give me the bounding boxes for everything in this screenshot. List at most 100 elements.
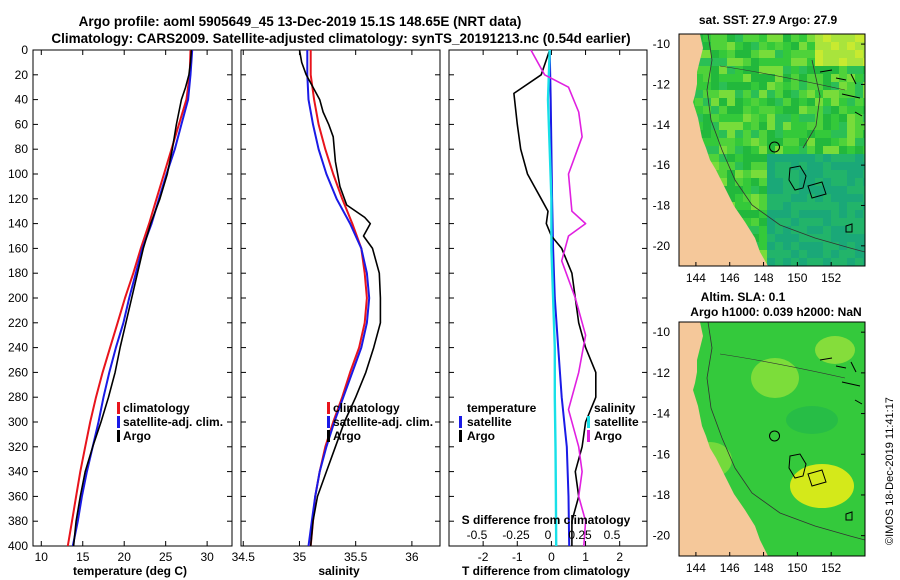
sst-map-cell [783, 178, 791, 186]
sst-map-cell [751, 42, 759, 50]
sst-map-cell [775, 202, 783, 210]
salinity-ticks: 34.5 35 35.5 36 [232, 49, 440, 564]
sst-map-cell [831, 66, 839, 74]
salinity-panel: 34.5 35 35.5 36 climatology satellite-adj. … [232, 49, 441, 578]
sst-map-cell [783, 250, 791, 258]
sla-map-title-line2: Argo h1000: 0.039 h2000: NaN [690, 305, 861, 319]
series-line-argo [72, 50, 193, 546]
sst-map-cell [791, 154, 799, 162]
sst-map-cell [799, 130, 807, 138]
sst-map-cell [863, 178, 865, 186]
sst-map-cell [807, 186, 815, 194]
sst-map-cell [703, 66, 711, 74]
sst-map-cell [775, 218, 783, 226]
sst-map-cell [791, 218, 799, 226]
sst-map-cell [703, 114, 711, 122]
sst-map-cell [863, 90, 865, 98]
sst-map-cell [759, 106, 767, 114]
sst-map-cell [815, 50, 823, 58]
sla-reef-outline [807, 469, 827, 487]
series-line-satellite-adj-clim- [71, 50, 194, 546]
sst-map-cell [759, 50, 767, 58]
depth-tick-label: 260 [8, 365, 28, 379]
depth-tick-label: 400 [8, 539, 28, 553]
sst-map-cell [791, 90, 799, 98]
map-y-tick-label: -16 [653, 158, 671, 172]
sst-map-cell [823, 210, 831, 218]
sst-map-cell [807, 90, 815, 98]
sst-map-cell [695, 98, 703, 106]
sst-map-cell [799, 242, 807, 250]
sst-map-cell [775, 74, 783, 82]
sst-map-cell [783, 58, 791, 66]
sst-map-cell [839, 186, 847, 194]
sst-map-cell [783, 146, 791, 154]
sst-map-cell [799, 154, 807, 162]
sst-map-cell [815, 178, 823, 186]
sst-map-cell [743, 162, 751, 170]
sst-map-cell [831, 74, 839, 82]
sst-map-cell [767, 170, 775, 178]
difference-ticks: -2 -1 0 1 2 [449, 49, 647, 564]
sst-map-cell [855, 130, 863, 138]
sst-map-cell [735, 58, 743, 66]
depth-tick-label: 160 [8, 241, 28, 255]
sst-map-cell [791, 34, 799, 42]
sst-map-cell [855, 154, 863, 162]
sst-map-cell [807, 234, 815, 242]
sst-map-cell [767, 58, 775, 66]
sst-map-cell [703, 98, 711, 106]
sst-map-cell [727, 66, 735, 74]
s-difference-tick-label: 0 [545, 528, 552, 542]
sst-map-cell [719, 138, 727, 146]
sst-map-cell [719, 162, 727, 170]
sst-map-cell [735, 66, 743, 74]
sst-map-cell [751, 154, 759, 162]
sst-map-cell [823, 242, 831, 250]
sst-map-cell [831, 130, 839, 138]
sst-map-cell [863, 138, 865, 146]
sst-map-cell [823, 146, 831, 154]
sst-map-cell [743, 34, 751, 42]
sst-map-cell [735, 146, 743, 154]
sst-map-cell [759, 146, 767, 154]
sst-map-cell [775, 250, 783, 258]
sst-map-cell [855, 210, 863, 218]
sst-map-cell [775, 122, 783, 130]
sst-map-cell [831, 114, 839, 122]
sst-map-cell [791, 234, 799, 242]
sst-map-cell [791, 242, 799, 250]
sst-map-cell [863, 58, 865, 66]
sst-map-cell [727, 122, 735, 130]
sst-map-cell [847, 146, 855, 154]
sst-map-cell [751, 178, 759, 186]
sst-map-cell [839, 210, 847, 218]
sst-map-cell [839, 146, 847, 154]
sst-map-cell [863, 130, 865, 138]
sst-map-cell [815, 58, 823, 66]
sst-map-cell [751, 202, 759, 210]
sst-map-cell [823, 194, 831, 202]
sst-map-cell [855, 170, 863, 178]
sst-map-cell [799, 162, 807, 170]
sst-map-cell [783, 258, 791, 266]
sst-map-cell [823, 250, 831, 258]
x-tick-label: 20 [118, 550, 132, 564]
sst-map-cell [831, 170, 839, 178]
sst-map-cell [815, 42, 823, 50]
sst-argo-location-marker [769, 141, 781, 153]
series-line-salinity-argo [530, 50, 587, 546]
sst-map-cell [823, 34, 831, 42]
sst-map-cell [759, 42, 767, 50]
sst-map-cell [815, 258, 823, 266]
sst-map-cell [831, 154, 839, 162]
sst-map-cell [751, 138, 759, 146]
x-tick-label: 15 [76, 550, 90, 564]
sst-map-cell [775, 234, 783, 242]
sst-map-cell [759, 178, 767, 186]
sst-map-cell [831, 90, 839, 98]
sst-map-cell [823, 162, 831, 170]
sst-map-cell [855, 250, 863, 258]
sst-map-cell [735, 178, 743, 186]
sst-map-cell [775, 258, 783, 266]
